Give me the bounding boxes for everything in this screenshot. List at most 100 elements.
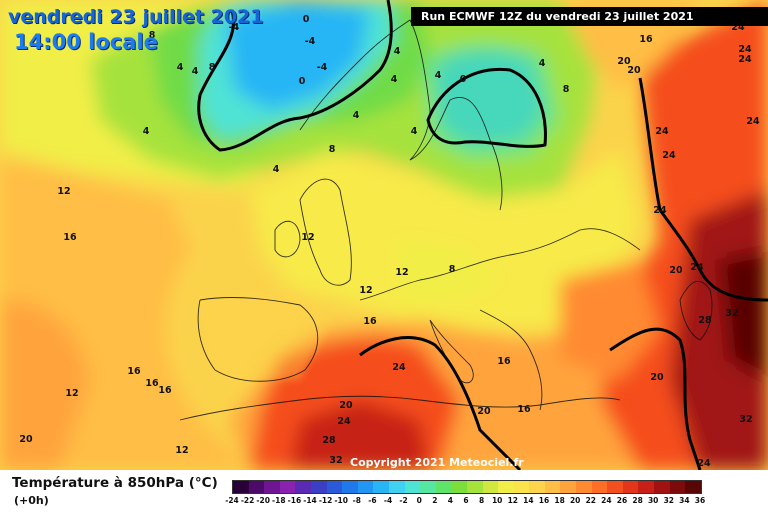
scale-swatch [233,481,249,493]
scale-swatch [576,481,592,493]
isotherm-label: 8 [563,84,570,95]
isotherm-label: 24 [738,54,752,65]
isotherm-label: 20 [19,434,33,445]
isotherm-label: 24 [392,362,406,373]
isotherm-africa [359,336,522,470]
isotherm-label: 8 [209,62,216,73]
scale-swatch [342,481,358,493]
temperature-map: -4 0 -4 -4 0 4 4 4 0 4 8 16 20 20 24 24 24 24 8 4 4 8 4 4 4 8 4 24 2… [0,0,768,470]
isotherm-label: 4 [177,62,184,73]
isotherm-label: 24 [697,458,711,469]
isotherm-label: 4 [353,110,360,121]
scale-swatch [685,481,701,493]
coast-balkans [479,309,543,411]
scale-tick-label: 26 [616,496,628,505]
isotherm-label: 28 [322,435,336,446]
isotherm-label: 20 [650,372,664,383]
isotherm-label: 16 [497,356,511,367]
scale-tick-label: 6 [463,496,469,505]
scale-tick-label: 24 [601,496,612,505]
scale-tick-label: 12 [507,496,519,505]
scale-tick-label: -2 [399,496,408,505]
scale-swatch [560,481,577,493]
scale-tick-label: -14 [303,496,317,505]
color-scale-labels: -24 -22 -20 -18 -16 -14 -12 -10 -8 -6 -4 -2 0 2 4 6 8 10 1… [225,496,706,508]
scale-tick-label: 16 [538,496,550,505]
zone-far-atlantic [0,300,90,470]
isotherm-kazakh [609,327,702,470]
legend-subtitle: (+0h) [14,494,49,507]
scale-swatch [373,481,389,493]
zone-east-darkest [720,250,768,380]
isotherm-label: 12 [359,285,372,296]
scale-tick-label: -16 [287,496,302,505]
scale-tick-label: -12 [318,496,333,505]
zone-balkans-orange [560,260,660,380]
legend-bar: Température à 850hPa (°C) (+0h) -2 4 -22 -2… [0,470,768,512]
isotherm-label: 8 [449,264,456,275]
isotherm-label: 12 [175,445,188,456]
scale-tick-label: -22 [240,496,255,505]
scale-tick-label: -10 [334,496,348,505]
scale-swatch [466,481,483,493]
isotherm-label: 24 [653,205,667,216]
scale-swatch [435,481,452,493]
scale-tick-label: -4 [383,496,393,505]
isotherm-label: 20 [669,265,683,276]
isotherm-label: 24 [690,262,704,273]
coast-iberia [197,297,319,382]
scale-swatch [607,481,623,493]
isotherm-label: 16 [63,232,77,243]
scale-tick-label: 30 [647,496,659,505]
isotherm-label: 4 [435,70,442,81]
isotherm-label: 20 [339,400,353,411]
coast-sweden-finland [409,97,503,211]
isotherm-label: 16 [517,404,531,415]
scale-tick-label: -18 [272,496,286,505]
shade-iberia [200,290,330,380]
isotherm-label: 4 [391,74,398,85]
coast-europe [359,228,641,301]
zone-sahara-deep [290,400,430,470]
isotherm-label: -4 [305,36,316,47]
scale-tick-label: 36 [694,496,706,505]
scale-swatch [482,481,499,493]
isotherm-label: 12 [395,267,408,278]
zone-cold-core [225,0,370,110]
isotherm-label: 0 [460,74,467,85]
scale-swatch [622,481,639,493]
scale-tick-label: 22 [585,496,597,505]
isotherm-label: -4 [229,22,240,33]
isotherm-label: 16 [363,316,377,327]
isotherm-label: 0 [299,76,306,87]
isotherm-label: 16 [158,385,172,396]
scale-tick-label: 34 [679,496,690,505]
forecast-date: vendredi 23 juillet 2021 [8,6,264,28]
scale-swatch [310,481,327,493]
scale-tick-label: -6 [368,496,377,505]
land-shading [200,290,330,380]
scale-tick-label: 32 [663,496,675,505]
isotherm-label: 4 [394,46,401,57]
scale-swatch [248,481,265,493]
scale-tick-label: 14 [523,496,534,505]
zone-europe-yellow [250,150,640,330]
isotherm-label: 12 [65,388,78,399]
isotherm-label: 24 [655,126,669,137]
scale-swatch [279,481,296,493]
copyright-text: Copyright 2021 Meteociel.fr [350,456,524,469]
scale-tick-label: 4 [447,496,453,505]
isotherm-scandinavia [197,0,393,152]
isotherm-label: 24 [731,22,745,33]
scale-tick-label: 28 [632,496,643,505]
isotherm-label: 4 [539,58,546,69]
run-banner: Run ECMWF 12Z du vendredi 23 juillet 202… [411,7,768,26]
scale-swatch [404,481,421,493]
isotherm-label: 16 [127,366,141,377]
coast-italy [429,319,474,384]
legend-title: Température à 850hPa (°C) [12,475,218,491]
scale-tick-label: -20 [256,496,270,505]
zone-cold-east-rim [425,43,560,161]
isotherm-label: 4 [411,126,418,137]
isotherm-east-heat [638,77,768,302]
